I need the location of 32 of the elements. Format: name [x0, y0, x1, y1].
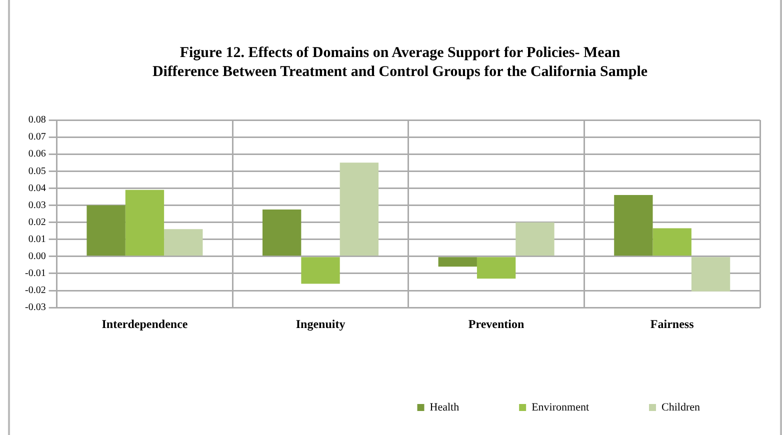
x-tick-label: Interdependence [102, 316, 188, 331]
x-tick-label: Ingenuity [296, 316, 346, 331]
bar [125, 190, 164, 256]
bar [164, 229, 203, 256]
bar [516, 222, 554, 256]
bar [301, 257, 340, 284]
y-tick-label: -0.03 [24, 302, 46, 314]
bar [262, 210, 302, 256]
y-tick-label: -0.02 [24, 285, 46, 296]
legend-label: Children [662, 401, 700, 414]
y-tick-label: 0.00 [28, 251, 46, 262]
y-tick-label: 0.02 [28, 216, 46, 228]
bar [476, 257, 516, 279]
x-tick-label: Fairness [650, 316, 694, 331]
y-tick-label: 0.04 [28, 182, 46, 194]
y-tick-label: -0.01 [24, 268, 46, 280]
bar [652, 228, 692, 256]
bar [614, 195, 653, 256]
bar [691, 257, 730, 292]
y-tick-label: 0.01 [28, 234, 46, 246]
y-tick-label: 0.06 [28, 148, 46, 160]
bar [438, 257, 477, 267]
legend-label: Health [430, 401, 460, 414]
y-tick-label: 0.08 [28, 114, 46, 126]
y-tick-label: 0.05 [28, 166, 46, 177]
legend-label: Environment [532, 401, 590, 414]
y-tick-label: 0.07 [28, 132, 46, 143]
y-tick-label: 0.03 [28, 200, 46, 211]
chart-title: Figure 12. Effects of Domains on Average Support for Policies- Mean Difference Between Treatment and Control Groups for the California Sample [151, 44, 649, 82]
bar [340, 162, 379, 256]
x-tick-label: Prevention [468, 316, 525, 331]
bar [86, 205, 126, 256]
